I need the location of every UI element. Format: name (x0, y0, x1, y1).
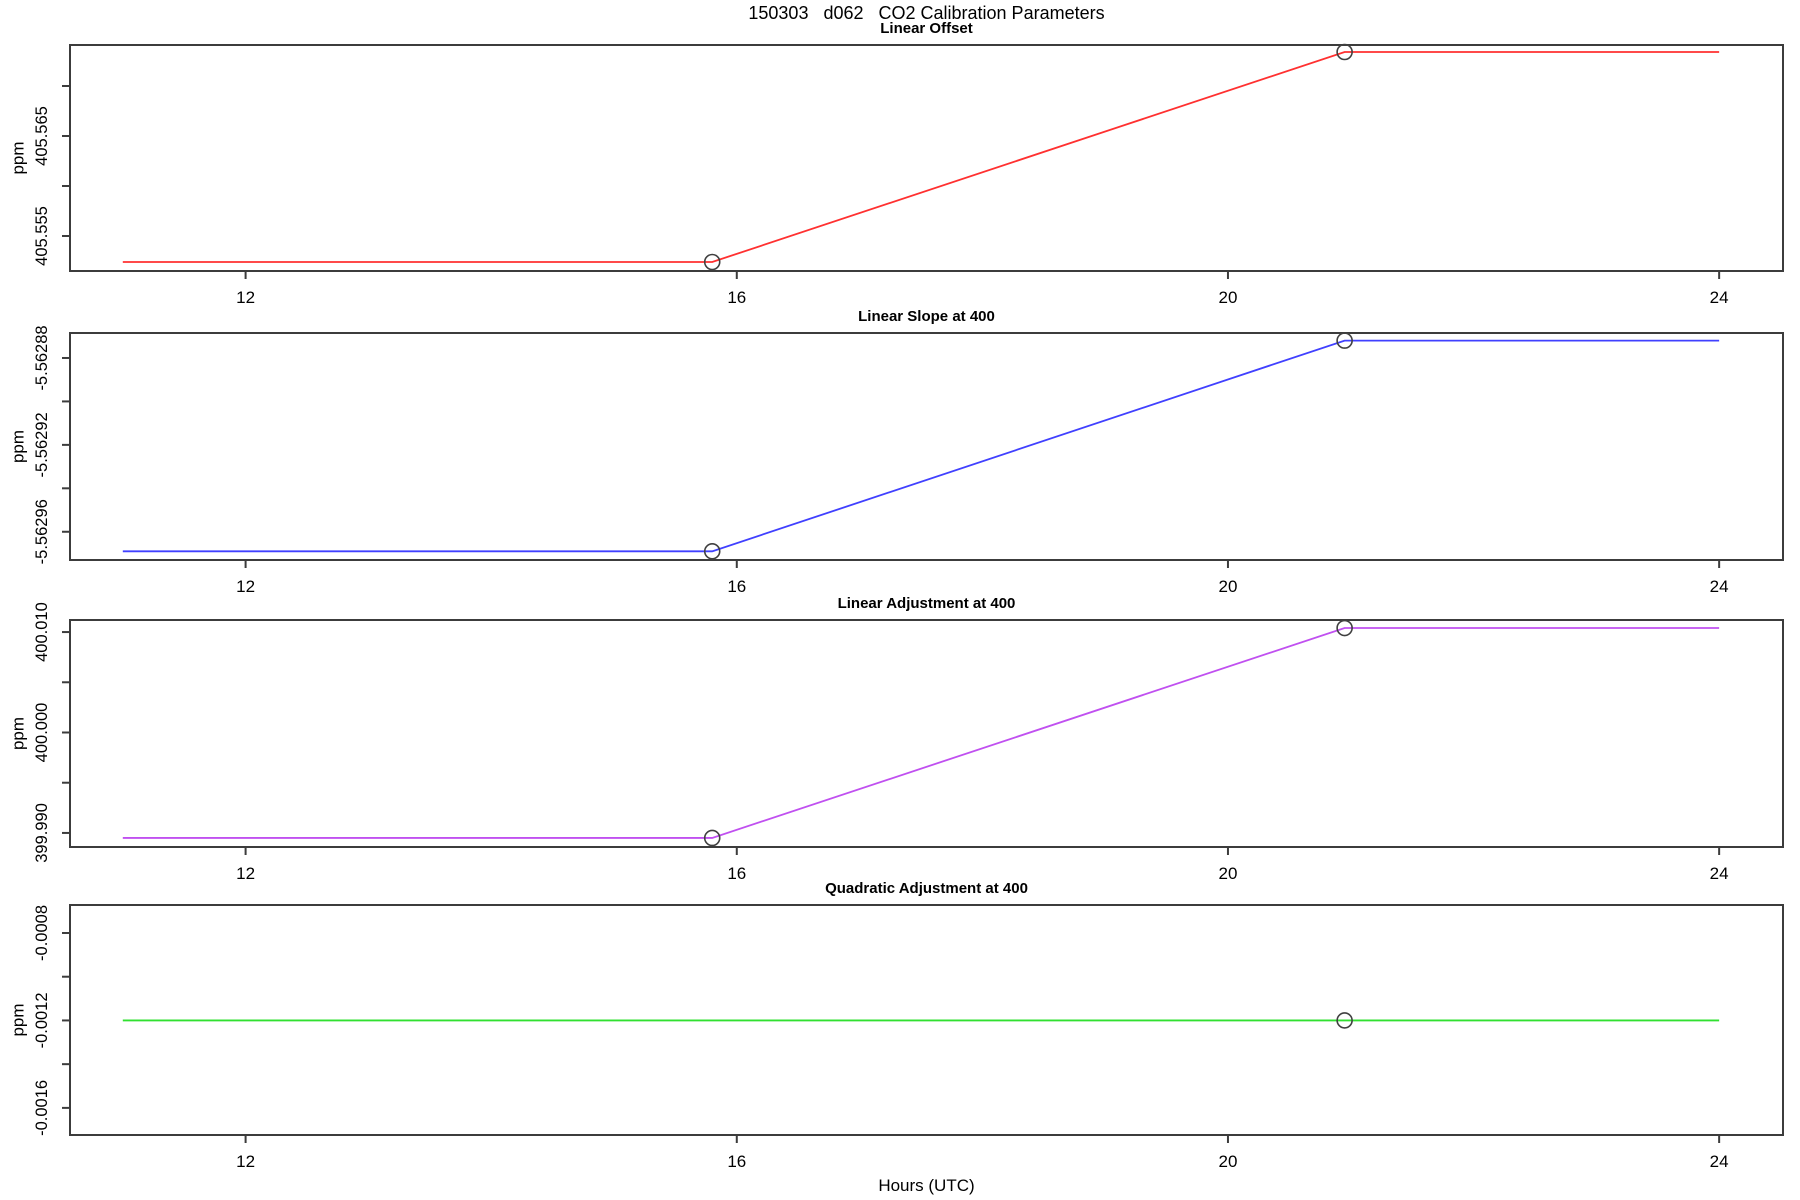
plot-box (69, 619, 1784, 848)
data-point-marker (1336, 43, 1353, 61)
x-axis-label: Hours (UTC) (878, 1176, 975, 1195)
x-tick-label: 12 (236, 577, 255, 596)
data-point-marker (703, 829, 721, 847)
x-tick-label: 20 (1219, 577, 1238, 596)
data-point-marker (703, 253, 721, 271)
y-axis-title: ppm (9, 1003, 28, 1036)
x-tick-label: 16 (727, 577, 746, 596)
y-tick-label: 405.565 (33, 106, 51, 166)
x-tick-label: 12 (236, 864, 255, 883)
x-tick-label: 24 (1710, 864, 1729, 883)
x-tick-label: 24 (1710, 577, 1729, 596)
page-title: 150303 d062 CO2 Calibration Parameters (748, 3, 1105, 23)
series-line (122, 627, 1720, 839)
series-line (122, 51, 1720, 263)
data-point-marker (1336, 1012, 1353, 1029)
y-tick-label: -0.0016 (33, 1080, 51, 1136)
y-tick-label: -0.0012 (33, 992, 51, 1048)
y-axis-title: ppm (9, 141, 28, 174)
data-point-marker (703, 543, 721, 560)
y-tick-label: 399.990 (33, 803, 51, 863)
panel-title-linear-adjustment: Linear Adjustment at 400 (837, 595, 1016, 612)
plot-box (69, 332, 1784, 561)
series-line (122, 339, 1720, 553)
plot-box (69, 44, 1784, 272)
y-tick-label: -5.56296 (33, 499, 51, 564)
panel-title-linear-offset: Linear Offset (880, 20, 973, 37)
y-axis-title: ppm (9, 717, 28, 750)
y-tick-label: -5.56292 (33, 412, 51, 477)
x-tick-label: 24 (1710, 1152, 1729, 1171)
x-tick-label: 16 (727, 1152, 746, 1171)
x-tick-label: 20 (1219, 1152, 1238, 1171)
y-tick-label: 400.000 (33, 703, 51, 763)
panel-title-linear-slope: Linear Slope at 400 (858, 308, 995, 325)
x-tick-label: 16 (727, 864, 746, 883)
x-tick-label: 20 (1219, 864, 1238, 883)
data-point-marker (1336, 619, 1353, 637)
panel-title-quadratic-adjustment: Quadratic Adjustment at 400 (825, 880, 1028, 897)
x-tick-label: 24 (1710, 288, 1729, 307)
y-tick-label: -5.56288 (33, 325, 51, 390)
x-tick-label: 16 (727, 288, 746, 307)
y-tick-label: 400.010 (33, 602, 51, 662)
y-axis-title: ppm (9, 430, 28, 463)
x-tick-label: 20 (1219, 288, 1238, 307)
x-tick-label: 12 (236, 1152, 255, 1171)
y-tick-label: 405.555 (33, 206, 51, 266)
data-point-marker (1336, 332, 1353, 349)
y-tick-label: -0.0008 (33, 905, 51, 961)
x-tick-label: 12 (236, 288, 255, 307)
